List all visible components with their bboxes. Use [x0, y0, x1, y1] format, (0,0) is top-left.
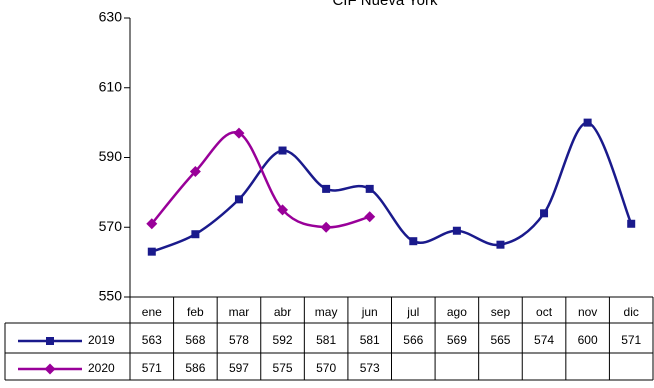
marker: [365, 184, 374, 193]
marker: [540, 209, 549, 218]
marker: [409, 237, 418, 246]
marker: [627, 219, 636, 228]
table-value: 574: [534, 333, 554, 347]
y-tick-label: 570: [99, 218, 123, 234]
table-value: 566: [403, 333, 423, 347]
y-tick-label: 590: [99, 148, 123, 164]
marker: [277, 204, 289, 216]
legend-marker: [44, 363, 56, 375]
marker: [146, 218, 158, 230]
series-line: [151, 121, 633, 253]
table-value: 600: [578, 333, 598, 347]
table-value: 563: [142, 333, 162, 347]
table-value: 578: [229, 333, 249, 347]
y-tick-label: 610: [99, 78, 123, 94]
marker: [496, 240, 505, 249]
x-tick-label: nov: [578, 305, 597, 319]
table-value: 570: [316, 361, 336, 375]
table-value: 565: [490, 333, 510, 347]
table-value: 575: [273, 361, 293, 375]
marker: [583, 118, 592, 127]
table-value: 581: [316, 333, 336, 347]
marker: [322, 184, 331, 193]
marker: [452, 226, 461, 235]
x-tick-label: abr: [274, 305, 291, 319]
table-value: 571: [621, 333, 641, 347]
legend-label: 2019: [88, 333, 115, 347]
y-tick-label: 550: [99, 288, 123, 304]
x-tick-label: oct: [536, 305, 553, 319]
legend-label: 2020: [88, 361, 115, 375]
x-tick-label: jul: [406, 305, 419, 319]
marker: [189, 165, 201, 177]
marker: [191, 230, 200, 239]
x-tick-label: dic: [624, 305, 639, 319]
marker: [234, 195, 243, 204]
marker: [278, 146, 287, 155]
series-line: [150, 130, 371, 229]
marker: [320, 221, 332, 233]
marker: [233, 127, 245, 139]
x-tick-label: may: [315, 305, 338, 319]
marker: [364, 211, 376, 223]
y-tick-label: 630: [99, 9, 123, 25]
table-value: 569: [447, 333, 467, 347]
table-value: 571: [142, 361, 162, 375]
table-value: 586: [185, 361, 205, 375]
x-tick-label: jun: [361, 305, 378, 319]
table-value: 581: [360, 333, 380, 347]
legend-marker: [46, 337, 54, 345]
table-value: 573: [360, 361, 380, 375]
table-value: 592: [273, 333, 293, 347]
x-tick-label: sep: [491, 305, 511, 319]
x-tick-label: feb: [187, 305, 204, 319]
table-value: 568: [185, 333, 205, 347]
chart-title: CIF Nueva York: [332, 0, 438, 9]
x-tick-label: mar: [229, 305, 250, 319]
marker: [147, 247, 156, 256]
x-tick-label: ene: [142, 305, 162, 319]
table-value: 597: [229, 361, 249, 375]
x-tick-label: ago: [447, 305, 467, 319]
